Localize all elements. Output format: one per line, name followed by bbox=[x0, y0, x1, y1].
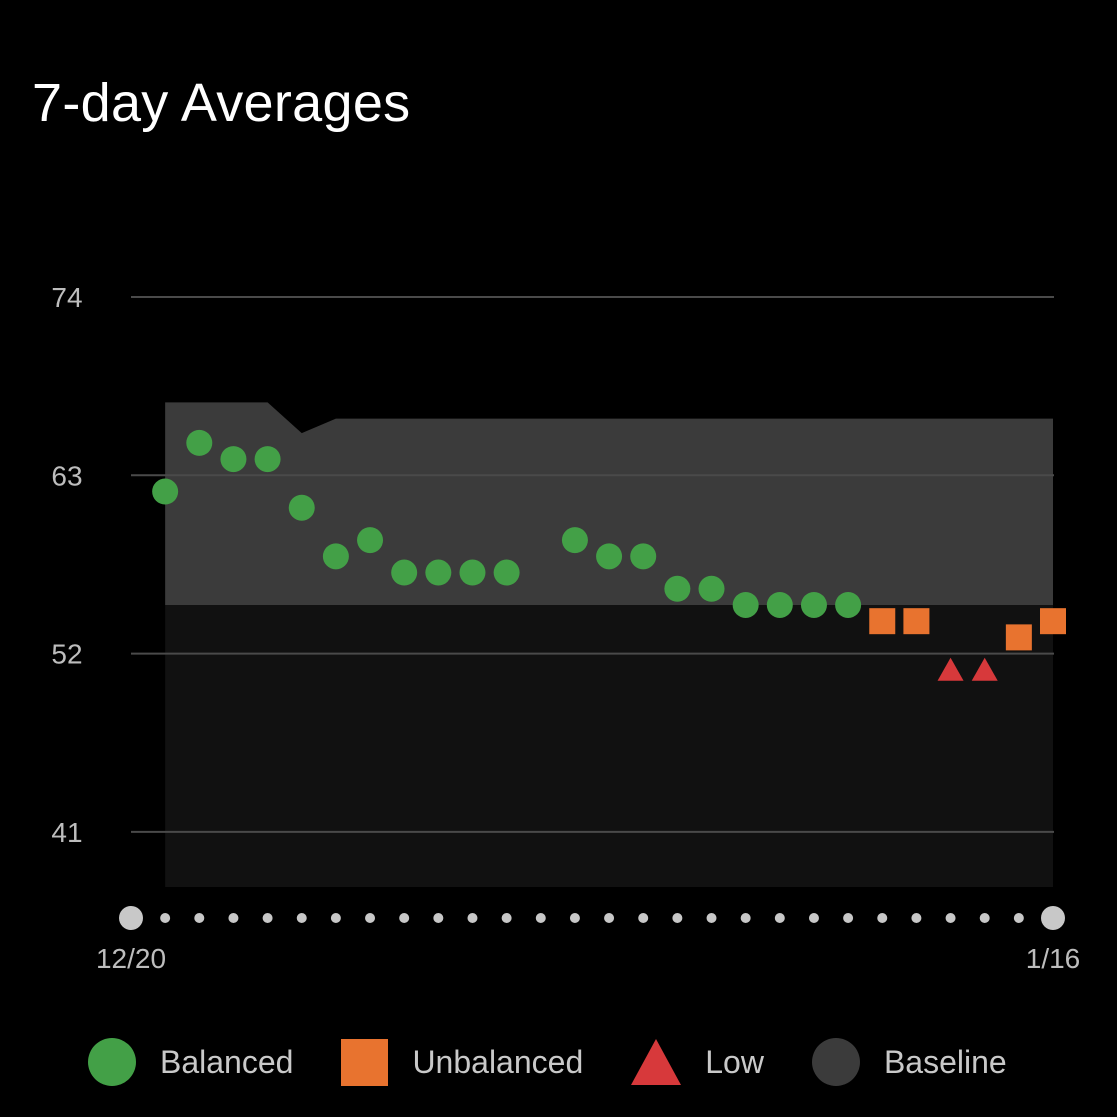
data-point-unbalanced bbox=[1005, 624, 1032, 651]
x-axis-dot bbox=[877, 913, 888, 923]
data-point-balanced bbox=[664, 575, 691, 602]
data-points bbox=[152, 429, 1066, 681]
data-point-balanced bbox=[254, 446, 281, 473]
x-axis-dot bbox=[160, 913, 171, 923]
baseline-band bbox=[165, 402, 1054, 605]
x-axis-dot bbox=[774, 913, 785, 923]
x-axis-dot bbox=[638, 913, 649, 923]
x-axis-dot bbox=[228, 913, 239, 923]
legend-label: Unbalanced bbox=[412, 1043, 584, 1080]
x-axis-dot bbox=[433, 913, 444, 923]
plot-area-layer bbox=[165, 402, 1054, 887]
legend-balanced-marker bbox=[88, 1038, 136, 1086]
x-axis-dot bbox=[672, 913, 683, 923]
legend-item-unbalanced: Unbalanced bbox=[341, 1038, 584, 1086]
x-start-label: 12/20 bbox=[96, 943, 166, 974]
data-point-balanced bbox=[561, 527, 588, 554]
y-tick-label: 41 bbox=[51, 817, 82, 848]
y-tick-label: 63 bbox=[51, 460, 82, 491]
data-point-balanced bbox=[186, 429, 213, 456]
data-point-unbalanced bbox=[869, 608, 896, 635]
data-point-balanced bbox=[835, 591, 862, 618]
x-axis-dot bbox=[296, 913, 307, 923]
data-point-balanced bbox=[732, 591, 759, 618]
legend-label: Low bbox=[705, 1043, 764, 1080]
data-point-unbalanced bbox=[1040, 608, 1066, 635]
data-point-balanced bbox=[425, 559, 452, 586]
legend: Balanced Unbalanced Low Baseline bbox=[88, 1036, 1007, 1088]
data-point-balanced bbox=[459, 559, 486, 586]
data-point-balanced bbox=[391, 559, 418, 586]
x-axis-dot bbox=[1013, 913, 1024, 923]
x-axis-dot bbox=[945, 913, 956, 923]
data-point-balanced bbox=[220, 446, 247, 473]
page-title: 7-day Averages bbox=[32, 73, 411, 133]
x-axis-end-dot bbox=[1041, 906, 1065, 930]
x-axis-dot bbox=[569, 913, 580, 923]
data-point-balanced bbox=[698, 575, 725, 602]
legend-label: Balanced bbox=[160, 1043, 294, 1080]
data-point-balanced bbox=[800, 591, 827, 618]
data-point-balanced bbox=[152, 478, 179, 505]
data-point-balanced bbox=[322, 543, 349, 570]
data-point-unbalanced bbox=[903, 608, 930, 635]
plot-background bbox=[165, 604, 1054, 887]
x-axis-dot bbox=[399, 913, 410, 923]
data-point-balanced bbox=[766, 591, 793, 618]
x-axis-dot bbox=[911, 913, 922, 923]
data-point-balanced bbox=[288, 494, 315, 521]
x-axis-dot bbox=[467, 913, 478, 923]
x-axis-dot bbox=[501, 913, 512, 923]
x-axis-dot bbox=[843, 913, 854, 923]
x-axis-dot bbox=[740, 913, 751, 923]
x-axis-dot bbox=[330, 913, 341, 923]
legend-item-balanced: Balanced bbox=[88, 1038, 293, 1086]
legend-label: Baseline bbox=[883, 1043, 1007, 1080]
grid-layer bbox=[131, 296, 1054, 833]
data-point-low bbox=[971, 657, 998, 681]
legend-item-low: Low bbox=[631, 1039, 764, 1085]
legend-low-marker bbox=[631, 1039, 682, 1085]
data-point-balanced bbox=[493, 559, 520, 586]
legend-item-baseline: Baseline bbox=[811, 1038, 1007, 1086]
data-point-balanced bbox=[596, 543, 623, 570]
x-end-label: 1/16 bbox=[1026, 943, 1081, 974]
x-axis-dot bbox=[706, 913, 717, 923]
legend-unbalanced-marker bbox=[341, 1038, 389, 1086]
x-axis-dot bbox=[365, 913, 376, 923]
data-point-balanced bbox=[630, 543, 657, 570]
x-axis-dot bbox=[194, 913, 205, 923]
y-tick-label: 52 bbox=[51, 639, 82, 670]
x-axis-end-dot bbox=[119, 906, 143, 930]
x-axis-dot bbox=[808, 913, 819, 923]
x-axis-dot bbox=[604, 913, 615, 923]
x-axis: 12/20 1/16 bbox=[96, 906, 1080, 974]
x-axis-dot bbox=[262, 913, 273, 923]
data-point-balanced bbox=[357, 527, 384, 554]
y-tick-label: 74 bbox=[51, 282, 82, 313]
y-tick-labels: 74 63 52 41 bbox=[51, 282, 82, 848]
x-axis-dot bbox=[979, 913, 990, 923]
legend-baseline-marker bbox=[811, 1038, 860, 1086]
x-axis-dot bbox=[535, 913, 546, 923]
data-point-low bbox=[937, 657, 964, 681]
